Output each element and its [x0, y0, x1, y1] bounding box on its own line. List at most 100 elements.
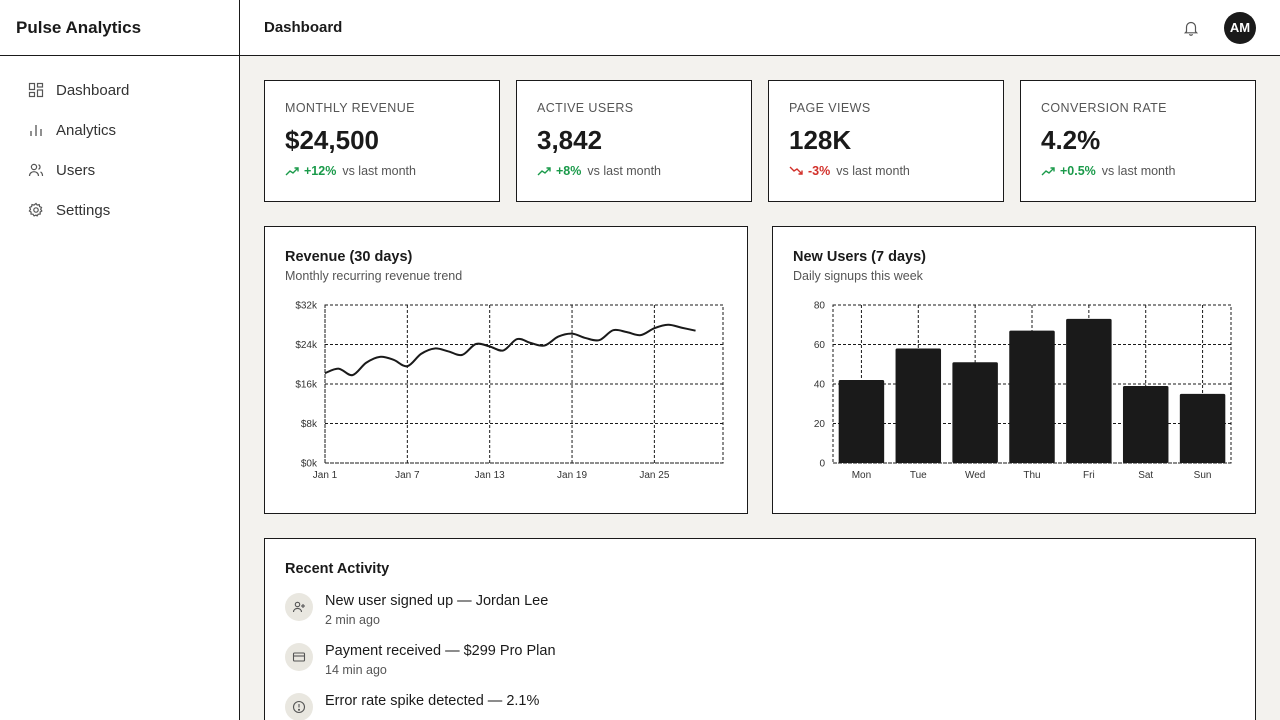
sidebar-item-label: Users: [56, 161, 96, 179]
x-tick-label: Wed: [965, 470, 985, 481]
x-tick-label: Mon: [852, 470, 871, 481]
x-tick-label: Thu: [1023, 470, 1040, 481]
sidebar-item-label: Analytics: [56, 121, 117, 139]
activity-text: New user signed up — Jordan Lee: [325, 593, 549, 609]
kpi-card-conversion-rate: CONVERSION RATE 4.2% +0.5% vs last month: [1020, 80, 1256, 202]
x-tick-label: Jan 13: [475, 470, 505, 481]
user-plus-icon: [285, 593, 313, 621]
activity-item[interactable]: Payment received — $299 Pro Plan 14 min …: [285, 643, 1235, 677]
revenue-line-chart: $0k $8k $16k $24k $32k Jan 1 Jan 7 Jan 13 Jan 19…: [295, 301, 724, 481]
trend-up-icon: [537, 164, 551, 178]
x-tick-label: Sat: [1138, 470, 1153, 481]
kpi-delta: +12% vs last month: [285, 164, 479, 178]
activity-text: Error rate spike detected — 2.1%: [325, 693, 540, 709]
y-tick-label: $24k: [295, 340, 318, 351]
y-tick-label: $32k: [295, 301, 318, 312]
kpi-label: MONTHLY REVENUE: [285, 101, 415, 115]
kpi-delta: -3% vs last month: [789, 164, 983, 178]
kpi-value: 128K: [789, 125, 852, 155]
sidebar-item-label: Settings: [56, 201, 111, 219]
kpi-delta-suffix: vs last month: [587, 164, 662, 178]
bell-icon[interactable]: [1182, 19, 1200, 37]
kpi-delta-value: -3%: [808, 164, 831, 178]
bar-sun: [1179, 393, 1226, 463]
activity-item[interactable]: New user signed up — Jordan Lee 2 min ag…: [285, 593, 1235, 627]
bar-wed: [952, 362, 998, 463]
bar-thu: [1009, 330, 1055, 463]
x-tick-label: Tue: [910, 470, 927, 481]
topbar: Dashboard AM: [240, 0, 1280, 56]
kpi-delta: +8% vs last month: [537, 164, 731, 178]
topbar-actions: AM: [1182, 11, 1256, 44]
alert-circle-icon: [285, 693, 313, 720]
trend-up-icon: [1041, 164, 1055, 178]
dashboard-icon: [28, 82, 44, 98]
kpi-label: PAGE VIEWS: [789, 101, 871, 115]
chart-subtitle: Daily signups this week: [793, 269, 923, 283]
sidebar-item-analytics[interactable]: Analytics: [0, 110, 239, 150]
sidebar-item-dashboard[interactable]: Dashboard: [0, 70, 239, 110]
y-tick-label: 20: [814, 419, 826, 430]
activity-text: Payment received — $299 Pro Plan: [325, 643, 556, 659]
kpi-delta-suffix: vs last month: [836, 164, 910, 178]
users-icon: [28, 162, 44, 178]
y-tick-label: 0: [819, 459, 825, 470]
kpi-delta-value: +8%: [556, 164, 582, 178]
kpi-value: 4.2%: [1041, 125, 1101, 155]
avatar[interactable]: AM: [1224, 11, 1256, 44]
gear-icon: [28, 202, 44, 218]
y-tick-label: 60: [814, 340, 826, 351]
kpi-card-page-views: PAGE VIEWS 128K -3% vs last month: [768, 80, 1004, 202]
kpi-value: $24,500: [285, 125, 379, 155]
x-tick-label: Jan 7: [395, 470, 420, 481]
y-tick-label: $8k: [301, 419, 318, 430]
sidebar: Pulse Analytics Dashboard Analytics User…: [0, 0, 240, 720]
x-tick-label: Jan 1: [313, 470, 338, 481]
trend-down-icon: [789, 164, 803, 178]
chart-title: New Users (7 days): [793, 249, 926, 265]
sidebar-item-settings[interactable]: Settings: [0, 190, 239, 230]
bar-tue: [895, 348, 942, 463]
chart-subtitle: Monthly recurring revenue trend: [285, 269, 463, 283]
kpi-delta-suffix: vs last month: [342, 164, 416, 178]
activity-time: 14 min ago: [325, 663, 387, 677]
y-tick-label: $16k: [295, 380, 318, 391]
x-tick-label: Jan 25: [639, 470, 669, 481]
kpi-label: ACTIVE USERS: [537, 101, 634, 115]
x-tick-label: Jan 19: [557, 470, 587, 481]
kpi-delta-suffix: vs last month: [1101, 164, 1176, 178]
chart-title: Revenue (30 days): [285, 249, 413, 265]
bar-chart-icon: [28, 122, 44, 138]
plot-frame: [324, 304, 724, 464]
bar-fri: [1066, 318, 1112, 463]
sidebar-item-label: Dashboard: [56, 81, 130, 99]
y-tick-label: 80: [814, 301, 826, 312]
kpi-delta-value: +0.5%: [1060, 164, 1096, 178]
y-tick-label: 40: [814, 380, 826, 391]
activity-item[interactable]: Error rate spike detected — 2.1%: [285, 693, 1235, 720]
brand-name[interactable]: Pulse Analytics: [0, 0, 239, 56]
bar-sat: [1122, 385, 1169, 463]
kpi-card-revenue: MONTHLY REVENUE $24,500 +12% vs last mon…: [264, 80, 500, 202]
section-title: Recent Activity: [285, 561, 390, 577]
kpi-label: CONVERSION RATE: [1041, 101, 1167, 115]
credit-card-icon: [285, 643, 313, 671]
y-tick-label: $0k: [301, 459, 318, 470]
revenue-series-line: [324, 323, 696, 377]
kpi-delta-value: +12%: [304, 164, 337, 178]
kpi-value: 3,842: [537, 125, 603, 155]
x-tick-label: Fri: [1083, 470, 1095, 481]
recent-activity-card: Recent Activity New user signed up — Jor…: [264, 538, 1256, 720]
users-bar-chart: 0 20 40 60 80 Mon Tue Wed Thu Fri Sat Sun: [814, 301, 1232, 481]
trend-up-icon: [285, 164, 299, 178]
kpi-delta: +0.5% vs last month: [1041, 164, 1235, 178]
sidebar-item-users[interactable]: Users: [0, 150, 239, 190]
page-title: Dashboard: [264, 19, 343, 36]
bar-mon: [838, 380, 885, 463]
x-tick-label: Sun: [1194, 470, 1212, 481]
revenue-chart-card: $0k $8k $16k $24k $32k Jan 1 Jan 7 Jan 13 Jan 19…: [264, 226, 748, 514]
sidebar-nav: Dashboard Analytics Users Settings: [0, 56, 239, 230]
kpi-card-active-users: ACTIVE USERS 3,842 +8% vs last month: [516, 80, 752, 202]
activity-time: 2 min ago: [325, 613, 380, 627]
users-chart-card: 0 20 40 60 80 Mon Tue Wed Thu Fri Sat Sun New Users…: [772, 226, 1256, 514]
